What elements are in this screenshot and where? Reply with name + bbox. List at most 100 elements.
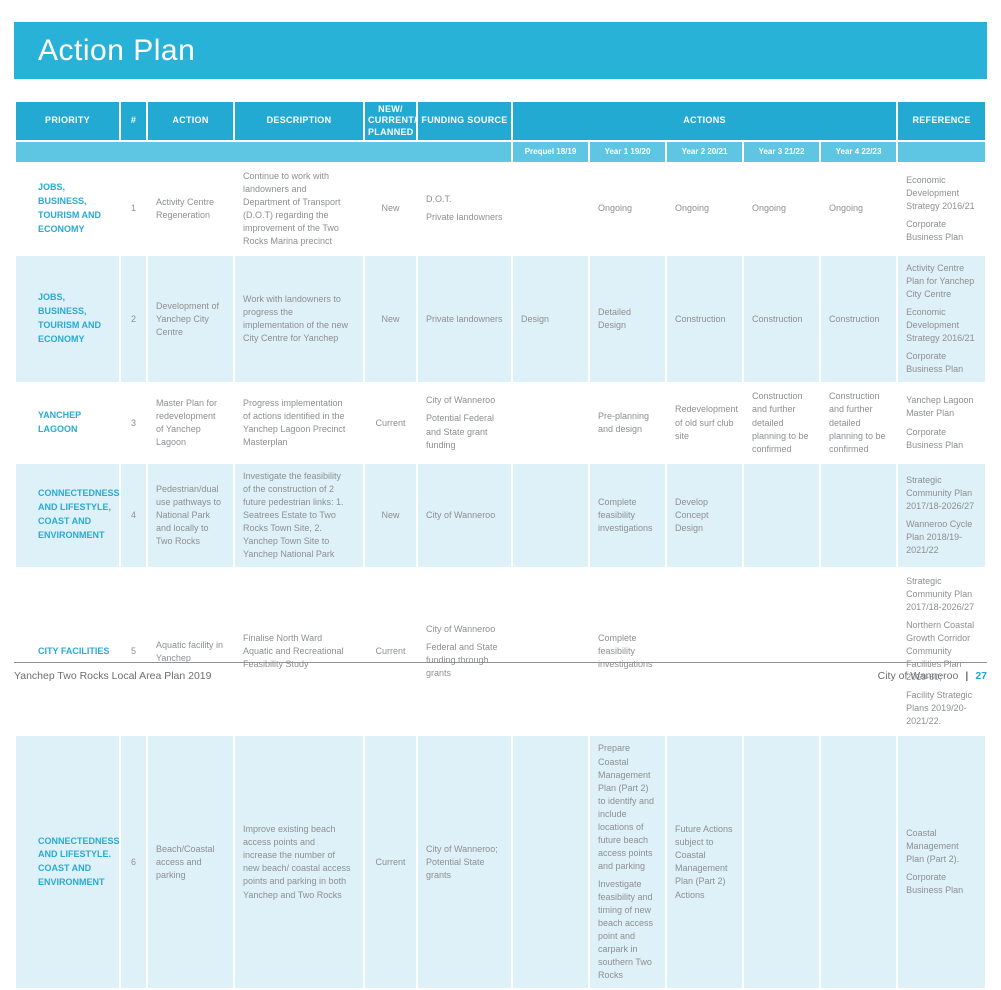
table-row: CITY FACILITIES 5 Aquatic facility in Yanc… — [16, 568, 986, 735]
status-cell: Current — [365, 736, 416, 989]
priority-cell: CONNECTEDNESS AND LIFESTYLE. COAST AND E… — [16, 736, 120, 989]
row-number-cell: 3 — [121, 384, 146, 462]
table-row: JOBS, BUSINESS, TOURISM AND ECONOMY 2 Deve… — [16, 256, 986, 383]
action-plan-table: PRIORITY # ACTION DESCRIPTION NEW/ CURRE… — [14, 100, 987, 990]
header-number: # — [121, 102, 146, 140]
table-body: JOBS, BUSINESS, TOURISM AND ECONOMY 1 Acti… — [16, 163, 986, 989]
description-cell: Investigate the feasibility of the const… — [235, 463, 363, 567]
page-title: Action Plan — [38, 33, 196, 67]
year-action-cell-1: Complete feasibility investigations — [590, 463, 665, 567]
year-action-cell-4: Construction and further detailed planni… — [821, 384, 897, 462]
status-cell: New — [365, 163, 416, 255]
year-action-cell-2: Develop Concept Design — [667, 463, 742, 567]
year-action-cell-4 — [821, 463, 897, 567]
subheader-reference-band — [898, 141, 986, 162]
year-action-cell-3 — [744, 736, 819, 989]
year-action-cell-0 — [513, 463, 588, 567]
page-title-banner: Action Plan — [14, 22, 987, 79]
footer-divider — [14, 662, 987, 663]
funding-cell: D.O.T. Private landowners — [418, 163, 511, 255]
year-action-cell-1: Complete feasibility investigations — [590, 568, 665, 735]
year-action-cell-2: Redevelopment of old surf club site — [667, 384, 742, 462]
header-status: NEW/ CURRENT/ PLANNED — [365, 102, 417, 140]
year-action-cell-3: Ongoing — [744, 163, 819, 255]
priority-cell: JOBS, BUSINESS, TOURISM AND ECONOMY — [16, 256, 119, 383]
header-reference: REFERENCE — [898, 102, 986, 140]
priority-cell: JOBS, BUSINESS, TOURISM AND ECONOMY — [16, 163, 119, 255]
reference-cell: Strategic Community Plan 2017/18-2026/27… — [898, 568, 986, 735]
row-number-cell: 6 — [121, 736, 146, 989]
funding-cell: Private landowners — [418, 256, 511, 383]
year-action-cell-1: Pre-planning and design — [590, 384, 665, 462]
description-cell: Continue to work with landowners and Dep… — [235, 163, 363, 255]
action-plan-table-container: PRIORITY # ACTION DESCRIPTION NEW/ CURRE… — [14, 100, 987, 990]
status-cell: Current — [365, 568, 416, 735]
year-action-cell-0 — [513, 384, 588, 462]
funding-cell: City of Wanneroo — [418, 463, 511, 567]
header-action: ACTION — [148, 102, 233, 140]
priority-cell: YANCHEP LAGOON — [16, 384, 119, 462]
footer-organisation: City of Wanneroo — [877, 670, 959, 682]
description-cell: Improve existing beach access points and… — [235, 736, 363, 989]
year-action-cell-3 — [744, 463, 819, 567]
year-action-cell-0 — [513, 163, 588, 255]
year-action-cell-1: Detailed Design — [590, 256, 665, 383]
status-cell: New — [365, 463, 416, 567]
funding-cell: City of Wanneroo Potential Federal and St… — [418, 384, 511, 462]
year-action-cell-1: Prepare Coastal Management Plan (Part 2)… — [590, 736, 665, 989]
year-action-cell-4: Construction — [821, 256, 897, 383]
year-action-cell-2: Construction — [667, 256, 742, 383]
page-number: 27 — [975, 670, 987, 682]
year-action-cell-3: Construction — [744, 256, 819, 383]
reference-cell: Yanchep Lagoon Master Plan Corporate Busi… — [898, 384, 986, 462]
action-cell: Activity Centre Regeneration — [148, 163, 233, 255]
action-cell: Beach/Coastal access and parking — [148, 736, 233, 989]
reference-cell: Strategic Community Plan 2017/18-2026/27… — [898, 463, 986, 567]
year-action-cell-3: Construction and further detailed planni… — [744, 384, 819, 462]
year-action-cell-4: Ongoing — [821, 163, 897, 255]
subheader-year1-19-20: Year 1 19/20 — [590, 141, 665, 162]
status-cell: New — [365, 256, 416, 383]
table-row: CONNECTEDNESS AND LIFESTYLE. COAST AND E… — [16, 736, 986, 989]
funding-cell: City of Wanneroo Federal and State fundin… — [418, 568, 511, 735]
reference-cell: Activity Centre Plan for Yanchep City Ce… — [898, 256, 986, 383]
year-action-cell-3 — [744, 568, 819, 735]
year-action-cell-1: Ongoing — [590, 163, 665, 255]
footer-separator: | — [965, 670, 969, 682]
priority-cell: CONNECTEDNESS AND LIFESTYLE, COAST AND E… — [16, 463, 120, 567]
year-action-cell-4 — [821, 736, 897, 989]
subheader-prequel-18-19: Prequel 18/19 — [513, 141, 588, 162]
row-number-cell: 5 — [121, 568, 146, 735]
row-number-cell: 1 — [121, 163, 146, 255]
table-row: YANCHEP LAGOON 3 Master Plan for redevelop… — [16, 384, 986, 462]
table-header-row: PRIORITY # ACTION DESCRIPTION NEW/ CURRE… — [16, 102, 986, 140]
subheader-year3-21-22: Year 3 21/22 — [744, 141, 819, 162]
subheader-left-band — [16, 141, 511, 162]
year-action-cell-0 — [513, 568, 588, 735]
reference-cell: Coastal Management Plan (Part 2). Corpora… — [898, 736, 986, 989]
year-action-cell-0 — [513, 736, 588, 989]
funding-cell: City of Wanneroo; Potential State grants — [418, 736, 511, 989]
header-description: DESCRIPTION — [235, 102, 363, 140]
description-cell: Finalise North Ward Aquatic and Recreati… — [235, 568, 363, 735]
action-cell: Pedestrian/dual use pathways to National… — [148, 463, 233, 567]
year-action-cell-0: Design — [513, 256, 588, 383]
action-cell: Aquatic facility in Yanchep — [148, 568, 233, 735]
description-cell: Progress implementation of actions ident… — [235, 384, 363, 462]
subheader-year4-22-23: Year 4 22/23 — [821, 141, 897, 162]
page-footer: Yanchep Two Rocks Local Area Plan 2019 C… — [14, 670, 987, 682]
header-actions-group: ACTIONS — [513, 102, 897, 140]
header-funding: FUNDING SOURCE — [418, 102, 511, 140]
row-number-cell: 4 — [121, 463, 146, 567]
table-subheader-row: Prequel 18/19 Year 1 19/20 Year 2 20/21 … — [16, 141, 986, 162]
footer-right: City of Wanneroo | 27 — [878, 670, 987, 682]
header-priority: PRIORITY — [16, 102, 119, 140]
action-cell: Master Plan for redevelopment of Yanchep… — [148, 384, 233, 462]
row-number-cell: 2 — [121, 256, 146, 383]
priority-cell: CITY FACILITIES — [16, 568, 119, 735]
footer-document-title: Yanchep Two Rocks Local Area Plan 2019 — [14, 670, 212, 682]
status-cell: Current — [365, 384, 416, 462]
year-action-cell-2 — [667, 568, 742, 735]
table-row: CONNECTEDNESS AND LIFESTYLE, COAST AND E… — [16, 463, 986, 567]
action-cell: Development of Yanchep City Centre — [148, 256, 233, 383]
